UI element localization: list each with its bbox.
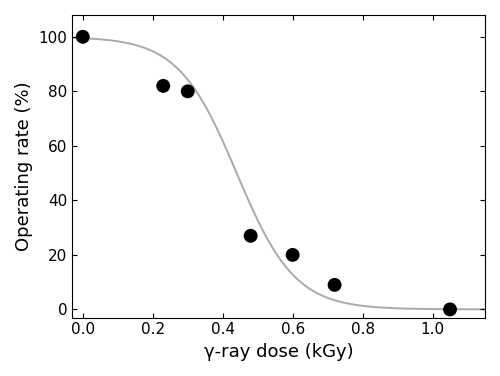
- Point: [446, 306, 454, 312]
- Point: [246, 233, 254, 239]
- Point: [184, 88, 192, 94]
- Point: [330, 282, 338, 288]
- Y-axis label: Operating rate (%): Operating rate (%): [15, 82, 33, 251]
- X-axis label: γ-ray dose (kGy): γ-ray dose (kGy): [204, 343, 354, 361]
- Point: [288, 252, 296, 258]
- Point: [79, 34, 87, 40]
- Point: [159, 83, 167, 89]
